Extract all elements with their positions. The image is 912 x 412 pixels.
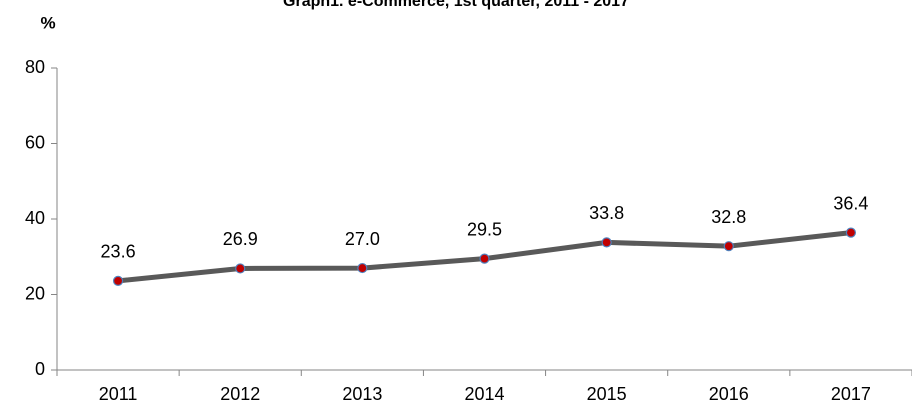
marker [357, 262, 368, 274]
data-label: 36.4 [833, 193, 868, 213]
y-tick-label: 40 [25, 208, 45, 228]
x-tick-label: 2012 [220, 384, 260, 404]
x-tick-label: 2017 [831, 384, 871, 404]
y-tick-label: 20 [25, 283, 45, 303]
x-tick-label: 2011 [99, 384, 138, 404]
marker [479, 253, 490, 264]
y-tick-label: 0 [35, 359, 45, 379]
x-tick-label: 2016 [709, 384, 749, 404]
marker [112, 275, 124, 287]
y-tick-label: 60 [25, 132, 45, 152]
y-axis-label: % [40, 13, 55, 32]
data-label: 26.9 [223, 229, 258, 249]
data-label: 32.8 [711, 207, 746, 227]
marker [235, 263, 246, 274]
marker [601, 237, 612, 248]
data-label: 33.8 [589, 203, 624, 223]
y-tick-label: 80 [25, 57, 45, 77]
x-tick-label: 2014 [464, 384, 504, 404]
x-tick-label: 2013 [342, 384, 382, 404]
x-tick-label: 2015 [587, 384, 627, 404]
data-label: 27.0 [345, 229, 380, 249]
chart-title: Graph1. e-Commerce, 1st quarter, 2011 - … [283, 0, 629, 10]
data-label: 29.5 [467, 219, 502, 239]
marker [723, 241, 734, 252]
marker [845, 227, 857, 238]
data-label: 23.6 [101, 242, 136, 262]
